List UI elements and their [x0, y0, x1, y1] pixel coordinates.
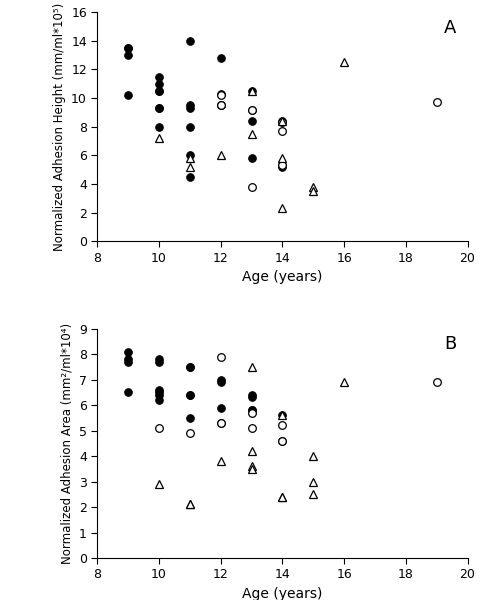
X-axis label: Age (years): Age (years) [242, 271, 323, 284]
Y-axis label: Normalized Adhesion Height (mm/ml*10⁵): Normalized Adhesion Height (mm/ml*10⁵) [53, 2, 66, 251]
Y-axis label: Normalized Adhesion Area (mm²/ml*10⁴): Normalized Adhesion Area (mm²/ml*10⁴) [60, 323, 74, 564]
Text: A: A [444, 19, 456, 37]
X-axis label: Age (years): Age (years) [242, 587, 323, 600]
Text: B: B [444, 335, 456, 353]
